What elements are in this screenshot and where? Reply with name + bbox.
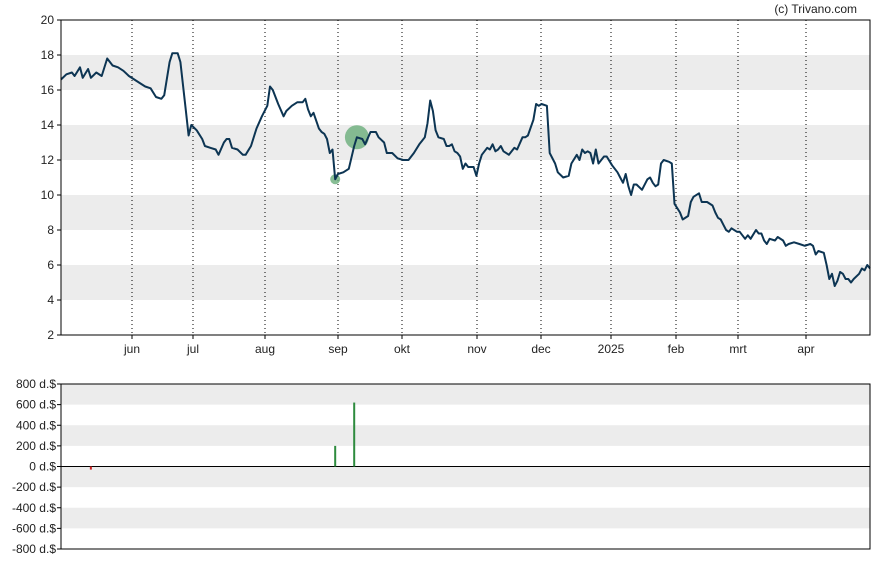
volume-bars — [89, 402, 356, 470]
volume-y-axis-ticks: 800 d.$ 600 d.$ 400 d.$ 200 d.$ 0 d.$ -200 d.… — [12, 377, 61, 556]
volume-panel-frame — [60, 383, 871, 550]
price-panel: 2 4 6 8 10 12 14 16 18 20 jun jul aug sep okt nov dec 20… — [41, 13, 871, 356]
volume-y-tick-label: -200 d.$ — [12, 480, 56, 494]
y-tick-label: 16 — [41, 83, 55, 97]
price-line — [60, 52, 871, 287]
volume-bar — [353, 402, 356, 467]
volume-y-tick-label: -600 d.$ — [12, 521, 56, 535]
volume-band — [61, 466, 870, 488]
volume-bar — [334, 445, 337, 467]
volume-band — [61, 507, 870, 529]
price-y-axis-ticks: 2 4 6 8 10 12 14 16 18 20 — [41, 13, 61, 342]
volume-bar — [89, 466, 92, 470]
x-tick-label: feb — [668, 342, 685, 356]
y-tick-label: 8 — [47, 223, 54, 237]
price-bands — [61, 55, 870, 300]
volume-y-tick-label: 600 d.$ — [16, 398, 56, 412]
credit-label: (c) Trivano.com — [774, 2, 857, 16]
x-tick-label: jul — [186, 342, 199, 356]
x-tick-label: dec — [531, 342, 550, 356]
x-tick-label: sep — [328, 342, 348, 356]
volume-band — [61, 384, 870, 405]
y-tick-label: 20 — [41, 13, 55, 27]
volume-y-tick-label: 800 d.$ — [16, 377, 56, 391]
volume-y-tick-label: -800 d.$ — [12, 542, 56, 556]
volume-band — [61, 425, 870, 446]
price-band — [61, 265, 870, 300]
x-tick-label: okt — [394, 342, 411, 356]
y-tick-label: 6 — [47, 258, 54, 272]
price-band — [61, 195, 870, 230]
price-band — [61, 55, 870, 90]
x-tick-label: nov — [467, 342, 486, 356]
y-tick-label: 10 — [41, 188, 55, 202]
y-tick-label: 18 — [41, 48, 55, 62]
volume-y-tick-label: -400 d.$ — [12, 501, 56, 515]
x-tick-label: jun — [123, 342, 140, 356]
y-tick-label: 14 — [41, 118, 55, 132]
volume-y-tick-label: 200 d.$ — [16, 439, 56, 453]
volume-y-tick-label: 400 d.$ — [16, 418, 56, 432]
volume-y-tick-label: 0 d.$ — [29, 460, 56, 474]
y-tick-label: 2 — [47, 328, 54, 342]
x-tick-label: mrt — [729, 342, 747, 356]
volume-panel: 800 d.$ 600 d.$ 400 d.$ 200 d.$ 0 d.$ -200 d.… — [12, 377, 871, 556]
volume-bands — [61, 384, 870, 529]
y-tick-label: 4 — [47, 293, 54, 307]
x-tick-label: apr — [797, 342, 814, 356]
price-x-axis-ticks: jun jul aug sep okt nov dec 2025 feb mrt apr — [123, 335, 815, 356]
y-tick-label: 12 — [41, 153, 55, 167]
x-tick-label: aug — [255, 342, 275, 356]
price-month-gridlines — [131, 20, 807, 335]
x-tick-label: 2025 — [598, 342, 625, 356]
price-band — [61, 125, 870, 160]
price-panel-frame — [60, 19, 871, 336]
